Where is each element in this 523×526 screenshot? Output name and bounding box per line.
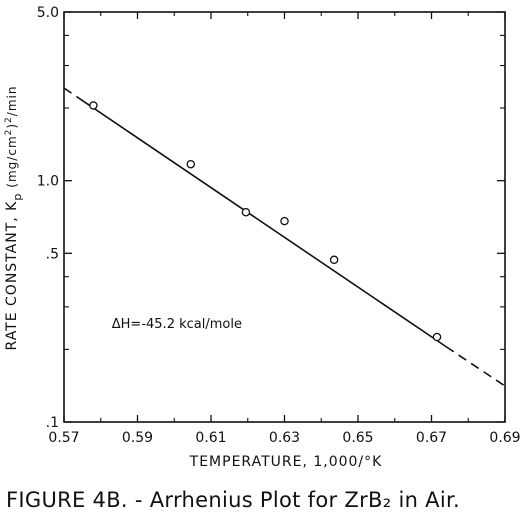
x-tick-label: 0.65 bbox=[342, 430, 373, 446]
y-axis-label: RATE CONSTANT, Kp(mg/cm2)2/min bbox=[4, 86, 24, 351]
y-axis-label-units-sup: 2 bbox=[4, 129, 14, 136]
x-tick-label: 0.61 bbox=[195, 430, 226, 446]
arrhenius-chart: 0.57 0.59 0.61 0.63 0.65 0.67 0.69 5.01.0.5.1 … bbox=[4, 5, 521, 470]
data-point bbox=[329, 255, 339, 265]
x-axis-label: TEMPERATURE, 1,000/°K bbox=[189, 454, 383, 470]
figure-caption: FIGURE 4B. - Arrhenius Plot for ZrB₂ in … bbox=[6, 488, 460, 512]
fit-line-dashed-start bbox=[63, 87, 80, 99]
data-point bbox=[432, 332, 442, 342]
x-tick-label: 0.69 bbox=[489, 430, 520, 446]
y-axis-ticks: 5.0 1.0 .5 .1 bbox=[37, 5, 505, 431]
fit-line-solid bbox=[78, 97, 447, 348]
y-axis-label-units-end: /min bbox=[5, 86, 19, 117]
y-axis-label-units: (mg/cm bbox=[5, 135, 19, 187]
data-point bbox=[241, 207, 251, 217]
fit-line-dashed-end bbox=[445, 346, 506, 387]
data-points bbox=[89, 101, 442, 342]
x-axis-ticks: 0.57 0.59 0.61 0.63 0.65 0.67 0.69 bbox=[48, 12, 521, 446]
x-tick-label: 0.67 bbox=[416, 430, 447, 446]
y-tick-label: 1.0 bbox=[37, 174, 59, 190]
x-tick-label: 0.59 bbox=[122, 430, 153, 446]
data-point bbox=[280, 216, 289, 226]
y-tick-label: 5.0 bbox=[37, 5, 59, 21]
y-axis-label-main: RATE CONSTANT, K bbox=[4, 201, 20, 351]
y-axis-label-sub: p bbox=[11, 193, 24, 201]
y-axis-label-units-tail: ) bbox=[5, 123, 19, 129]
delta-h-annotation: ΔH=-45.2 kcal/mole bbox=[112, 317, 242, 332]
y-axis-label-units-sup2: 2 bbox=[4, 116, 14, 123]
fit-lines bbox=[63, 87, 506, 387]
y-tick-label: .1 bbox=[46, 415, 59, 431]
y-tick-label: .5 bbox=[46, 246, 59, 262]
x-tick-label: 0.63 bbox=[269, 430, 300, 446]
data-point bbox=[89, 101, 98, 110]
x-tick-label: 0.57 bbox=[48, 430, 79, 446]
data-point bbox=[186, 159, 196, 169]
